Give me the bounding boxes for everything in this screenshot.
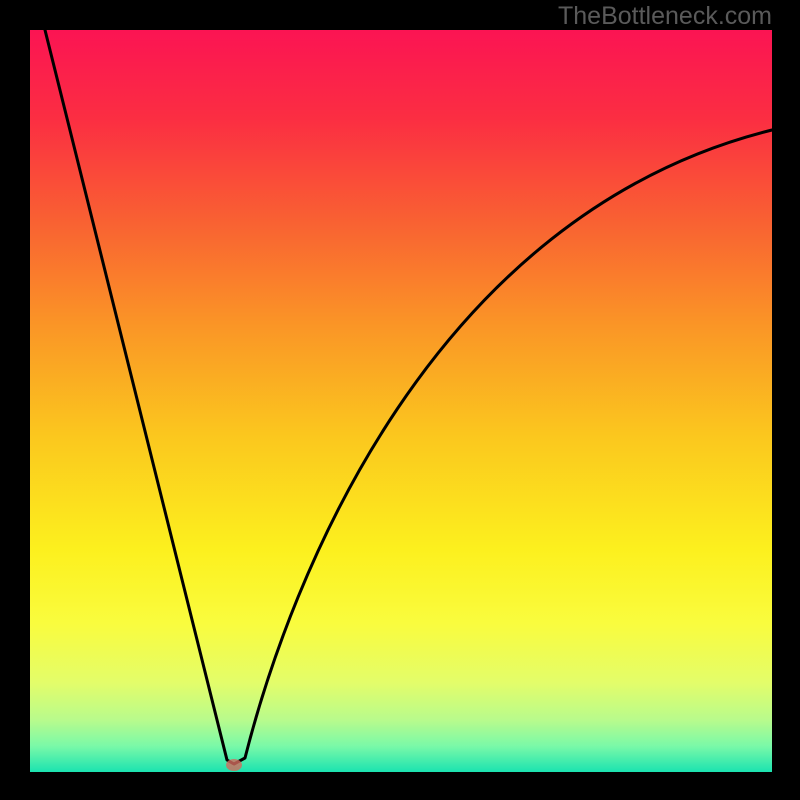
bottleneck-curve: [45, 30, 772, 764]
optimal-point-marker: [226, 759, 242, 771]
watermark-text: TheBottleneck.com: [558, 2, 772, 31]
overlay-svg: [0, 0, 800, 800]
